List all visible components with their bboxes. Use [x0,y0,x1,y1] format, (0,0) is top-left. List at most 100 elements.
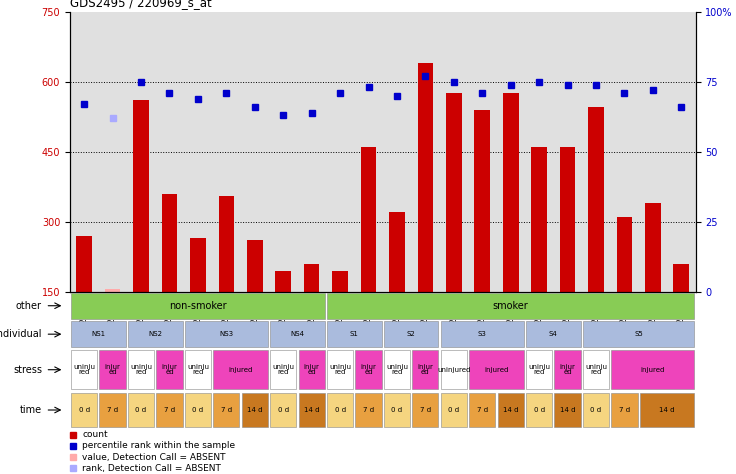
Text: 14 d: 14 d [247,407,263,413]
Text: value, Detection Call = ABSENT: value, Detection Call = ABSENT [82,453,226,462]
Text: time: time [20,405,42,415]
Bar [162,194,177,292]
Bar [412,350,439,389]
Text: S3: S3 [478,331,486,337]
Text: injur
ed: injur ed [304,364,319,375]
Text: 7 d: 7 d [477,407,488,413]
Text: 0 d: 0 d [192,407,203,413]
Text: uninju
red: uninju red [187,364,209,375]
Text: 14 d: 14 d [560,407,576,413]
Text: 14 d: 14 d [503,407,518,413]
Bar [270,392,297,428]
Bar [355,392,381,428]
Text: uninju
red: uninju red [73,364,95,375]
Bar [156,350,183,389]
Bar [270,321,325,347]
Text: uninju
red: uninju red [130,364,152,375]
Bar [190,238,205,292]
Text: NS4: NS4 [291,331,305,337]
Text: 0 d: 0 d [590,407,601,413]
Text: S4: S4 [549,331,558,337]
Text: injur
ed: injur ed [105,364,121,375]
Text: 7 d: 7 d [619,407,630,413]
Bar [247,240,263,292]
Bar [213,392,239,428]
Bar [327,350,353,389]
Text: smoker: smoker [493,301,528,311]
Text: uninju
red: uninju red [329,364,351,375]
Text: S5: S5 [634,331,643,337]
Bar [469,350,524,389]
Bar [327,392,353,428]
Bar [531,147,547,292]
Bar [128,321,183,347]
Bar [583,321,694,347]
Text: uninju
red: uninju red [528,364,550,375]
Text: non-smoker: non-smoker [169,301,227,311]
Bar [275,271,291,292]
Bar [384,321,439,347]
Bar [105,289,121,292]
Bar [446,93,461,292]
Bar [612,392,637,428]
Text: NS1: NS1 [91,331,105,337]
Text: uninju
red: uninju red [272,364,294,375]
Bar [327,292,694,319]
Bar [99,392,126,428]
Text: injured: injured [640,367,665,373]
Text: injur
ed: injur ed [559,364,576,375]
Text: 14 d: 14 d [304,407,319,413]
Bar [389,212,405,292]
Text: 7 d: 7 d [221,407,232,413]
Bar [560,147,576,292]
Text: percentile rank within the sample: percentile rank within the sample [82,441,236,450]
Bar [99,350,126,389]
Text: S2: S2 [407,331,416,337]
Bar [441,350,467,389]
Bar [498,392,524,428]
Bar [71,350,97,389]
Bar [384,392,410,428]
Text: injured: injured [228,367,252,373]
Bar [77,236,92,292]
Text: 0 d: 0 d [135,407,146,413]
Bar [71,292,325,319]
Text: injur
ed: injur ed [161,364,177,375]
Text: 7 d: 7 d [363,407,374,413]
Bar [128,350,154,389]
Text: 14 d: 14 d [659,407,675,413]
Text: individual: individual [0,329,42,339]
Bar [475,110,490,292]
Bar [213,350,268,389]
Bar [526,321,581,347]
Text: 0 d: 0 d [277,407,289,413]
Bar [417,63,434,292]
Bar [412,392,439,428]
Text: NS2: NS2 [148,331,162,337]
Text: NS3: NS3 [219,331,233,337]
Bar [583,350,609,389]
Text: GDS2495 / 220969_s_at: GDS2495 / 220969_s_at [70,0,212,9]
Bar [526,392,552,428]
Text: injured: injured [484,367,509,373]
Bar [156,392,183,428]
Bar [185,350,211,389]
Bar [554,350,581,389]
Bar [554,392,581,428]
Bar [299,350,325,389]
Text: 0 d: 0 d [392,407,403,413]
Bar [583,392,609,428]
Bar [640,392,694,428]
Bar [185,321,268,347]
Text: 7 d: 7 d [107,407,118,413]
Bar [588,108,604,292]
Bar [128,392,154,428]
Bar [503,93,518,292]
Bar [441,321,524,347]
Text: 7 d: 7 d [420,407,431,413]
Bar [133,100,149,292]
Bar [384,350,410,389]
Text: 0 d: 0 d [448,407,459,413]
Bar [361,147,376,292]
Bar [526,350,552,389]
